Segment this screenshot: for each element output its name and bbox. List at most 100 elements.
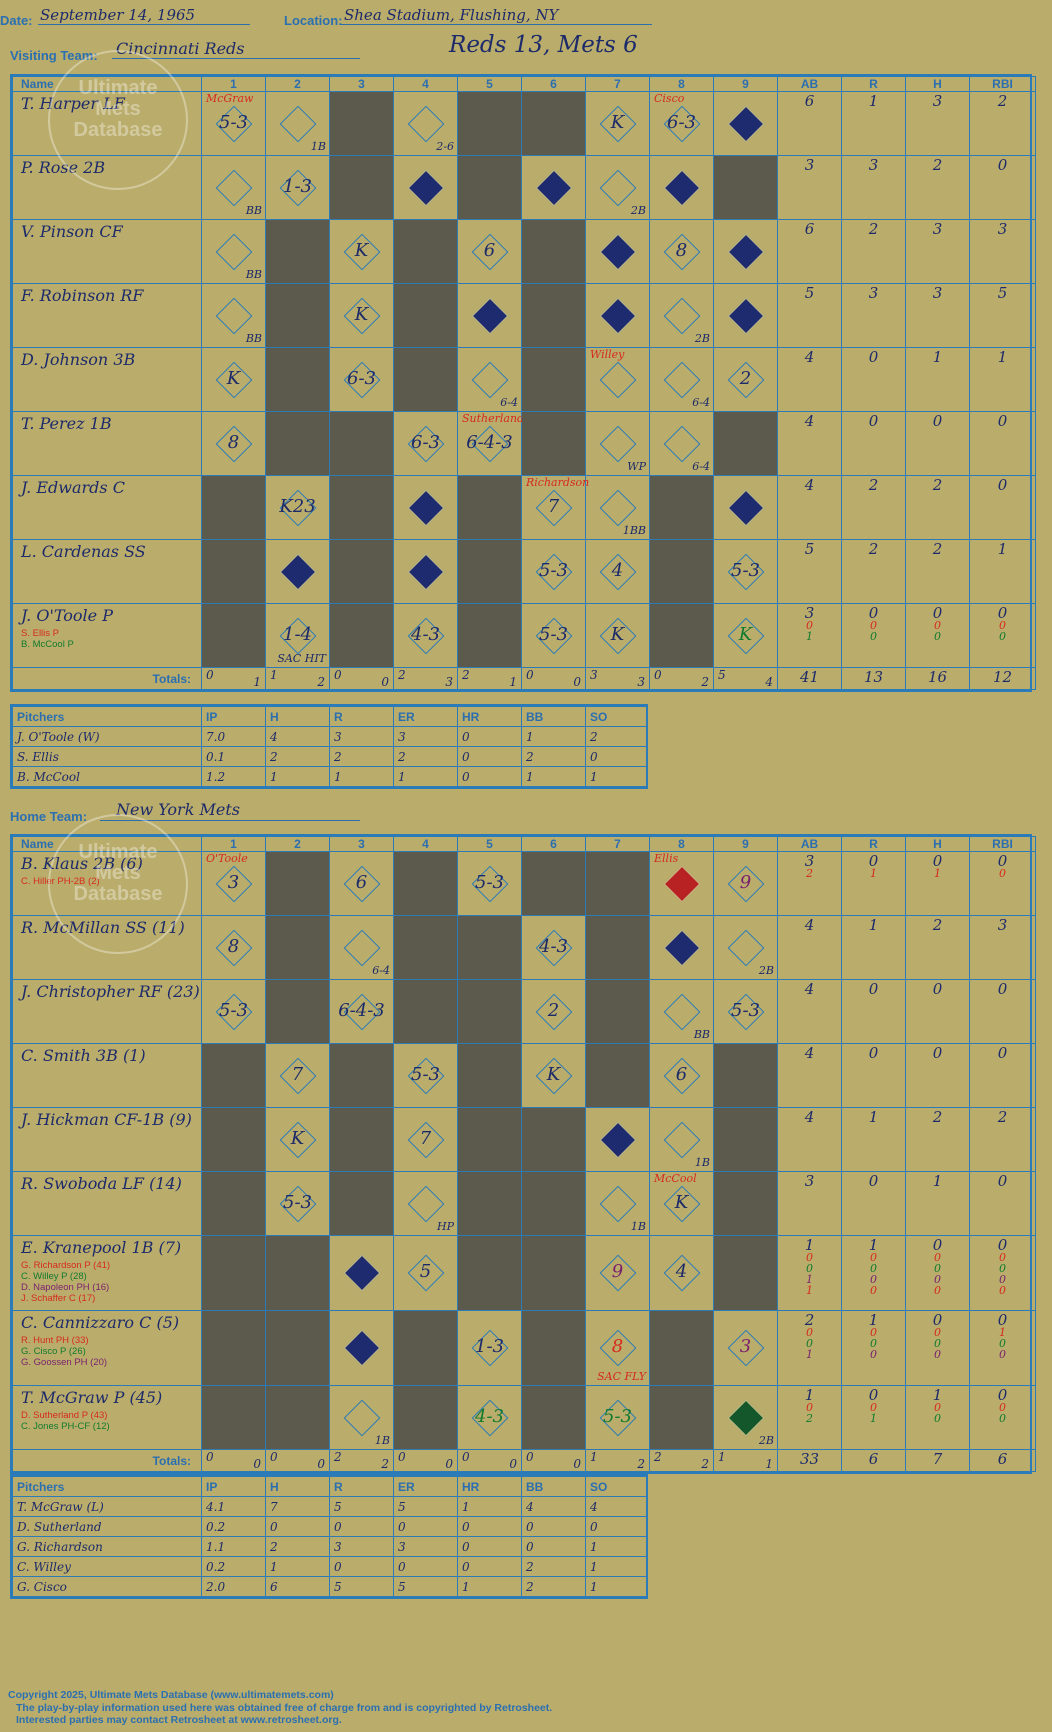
sub-stat-value: 0 xyxy=(870,1284,877,1297)
batter-row: R. Swoboda LF (14) 5-3 HP 1B K McCool 3 0 1 0 xyxy=(12,1171,1036,1236)
play-result: 6-4-3 xyxy=(466,431,513,453)
sub-stat-value: 0 xyxy=(934,1337,941,1350)
play-annotation: 6-4 xyxy=(692,460,710,473)
at-bat-cell: 3 xyxy=(713,1310,778,1386)
stat-value: 0 xyxy=(997,1386,1008,1404)
batter-stat-ab: 5 xyxy=(777,283,842,348)
base-diamond xyxy=(599,489,636,526)
play-annotation: BB xyxy=(245,204,262,217)
play-annotation: 1B xyxy=(374,1434,390,1447)
pitcher-name: J. O'Toole (W) xyxy=(12,726,202,747)
at-bat-cell: Willey xyxy=(585,347,650,412)
batter-stat-ab: 5 xyxy=(777,539,842,604)
batter-stat-h: 3 xyxy=(905,283,970,348)
team-total-ab: 33 xyxy=(777,1449,842,1472)
batter-name: E. Kranepool 1B (7) xyxy=(21,1238,182,1257)
pitcher-change-note: McGraw xyxy=(206,92,254,105)
play-annotation: HP xyxy=(437,1220,454,1233)
stat-value: 1 xyxy=(997,348,1008,366)
play-result: 8 xyxy=(675,239,688,261)
at-bat-cell: 1B xyxy=(329,1385,394,1450)
at-bat-cell: 2 xyxy=(713,347,778,412)
at-bat-cell xyxy=(457,475,522,540)
stat-value: 0 xyxy=(868,852,879,870)
play-result: K xyxy=(738,623,753,645)
inning-runs: 0 xyxy=(206,668,214,682)
team-total-h: 7 xyxy=(905,1449,970,1472)
at-bat-cell xyxy=(713,475,778,540)
batter-stat-ab: 4 xyxy=(777,347,842,412)
at-bat-cell xyxy=(713,1107,778,1172)
pitcher-stat: 2 xyxy=(521,1576,586,1597)
at-bat-cell xyxy=(521,411,586,476)
substitute-name: G. Goossen PH (20) xyxy=(21,1357,108,1368)
inning-3-header: 3 xyxy=(329,76,394,92)
at-bat-cell: BB xyxy=(201,155,266,220)
batter-stat-h: 0 xyxy=(905,1043,970,1108)
batter-stat-rbi: 5 xyxy=(969,283,1036,348)
sub-stat-value: 0 xyxy=(934,1284,941,1297)
watermark-logo-visitors: Ultimate Mets Database xyxy=(48,50,188,190)
at-bat-cell: 5-3 xyxy=(585,1385,650,1450)
sub-stat-value: 0 xyxy=(806,619,813,632)
date-underline xyxy=(38,24,250,25)
batter-row: D. Johnson 3B K 6-3 6-4 Willey 6-4 2 4 0 1 1 xyxy=(12,347,1036,412)
at-bat-cell: 5-3 xyxy=(521,603,586,668)
base-diamond xyxy=(343,1399,380,1436)
base-diamond xyxy=(343,929,380,966)
at-bat-cell xyxy=(393,851,458,916)
at-bat-cell: 6-3 Cisco xyxy=(649,91,714,156)
at-bat-cell xyxy=(585,851,650,916)
play-result: 8 xyxy=(227,431,240,453)
batter-stat-r: 0 xyxy=(841,979,906,1044)
at-bat-cell xyxy=(393,475,458,540)
at-bat-cell: K xyxy=(713,603,778,668)
batter-stat-r: 1 xyxy=(841,1107,906,1172)
stat-value: 1 xyxy=(868,1311,879,1329)
substitute-name: G. Richardson P (41) xyxy=(21,1260,111,1271)
batter-row: L. Cardenas SS 5-3 4 5-3 5 2 2 1 xyxy=(12,539,1036,604)
stat-value: 3 xyxy=(868,156,879,174)
at-bat-cell xyxy=(329,91,394,156)
at-bat-cell: 4-3 xyxy=(457,1385,522,1450)
stat-value: 1 xyxy=(868,916,879,934)
play-result: 8 xyxy=(611,1336,624,1357)
inning-hits: 2 xyxy=(701,675,709,689)
inning-1-header: 1 xyxy=(201,836,266,852)
inning-hits: 1 xyxy=(765,1457,773,1471)
play-annotation: 1B xyxy=(630,1220,646,1233)
at-bat-cell: 6-4-3 Sutherland xyxy=(457,411,524,476)
pitcher-name: S. Ellis xyxy=(12,746,202,767)
sub-stat-value: 0 xyxy=(934,1251,941,1264)
sub-stat-value: 0 xyxy=(999,1284,1006,1297)
at-bat-cell: 2B xyxy=(649,283,714,348)
team-total-ab: 41 xyxy=(777,667,842,690)
sub-stat-value: 0 xyxy=(870,1262,877,1275)
inning-4-header: 4 xyxy=(393,836,458,852)
base-diamond xyxy=(663,425,700,462)
inning-runs: 1 xyxy=(590,1450,598,1464)
pitcher-stat: 5 xyxy=(329,1496,394,1517)
batter-name: J. Edwards C xyxy=(21,478,125,497)
sub-stat-value: 0 xyxy=(870,1337,877,1350)
stat-value: 6 xyxy=(804,220,815,238)
batter-stat-h: 2 xyxy=(905,475,970,540)
batter-stat-rbi: 1 xyxy=(969,539,1036,604)
play-annotation: 6-4 xyxy=(372,964,390,977)
pitcher-column-header: ER xyxy=(393,706,458,727)
stat-value: 0 xyxy=(997,852,1008,870)
base-diamond xyxy=(215,233,252,270)
play-result: 6 xyxy=(483,239,496,261)
batter-row: E. Kranepool 1B (7) G. Richardson P (41) C… xyxy=(12,1235,1036,1311)
at-bat-cell xyxy=(585,283,650,348)
stat-value: 3 xyxy=(997,916,1008,934)
at-bat-cell: K xyxy=(329,219,394,284)
